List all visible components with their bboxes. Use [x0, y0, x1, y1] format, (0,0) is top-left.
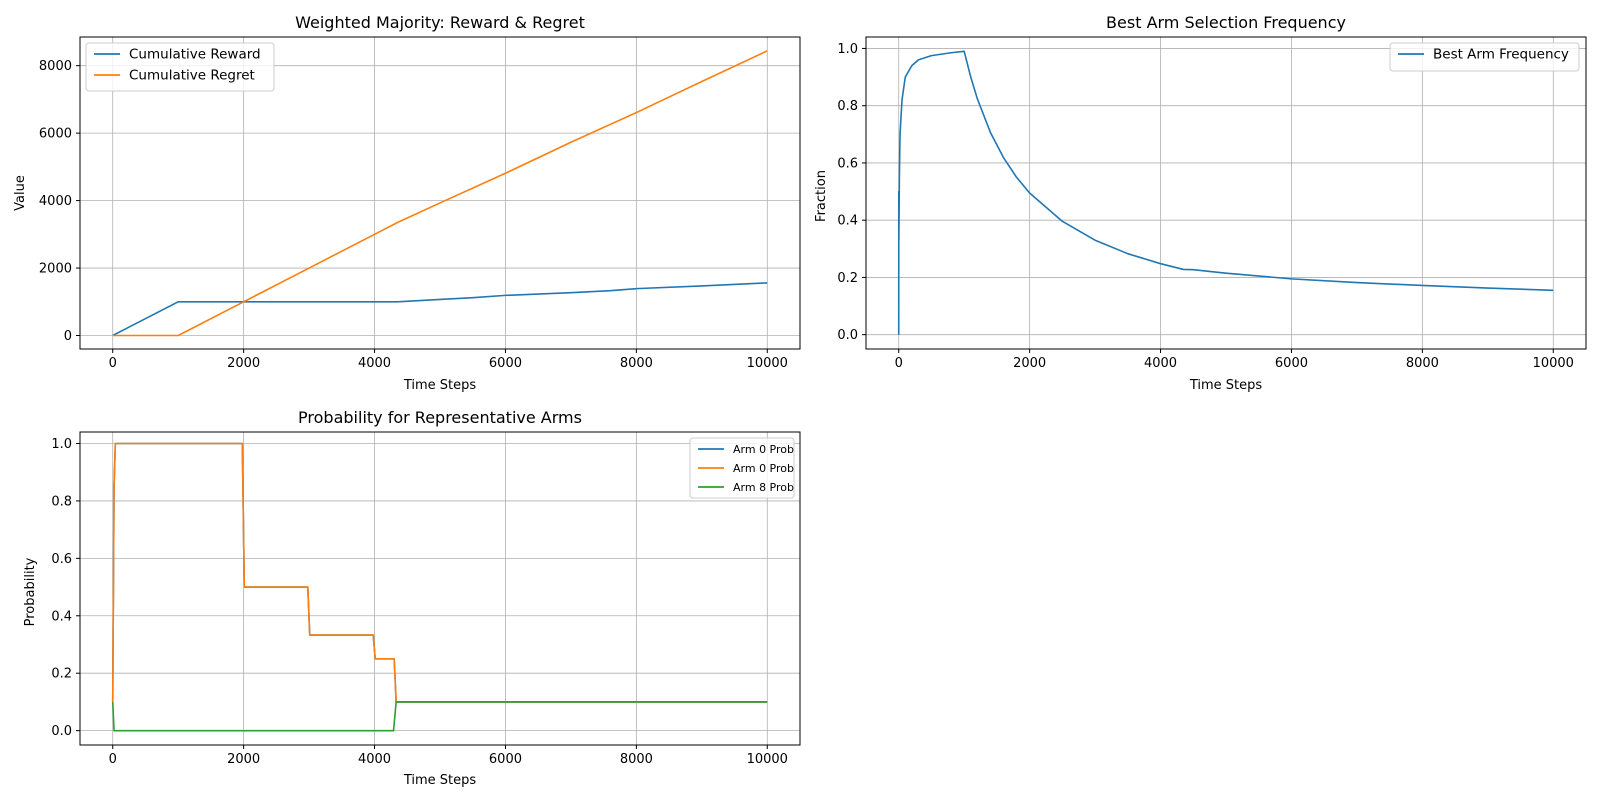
x-tick-label: 2000	[1013, 356, 1046, 371]
y-tick-label: 0.4	[51, 609, 72, 624]
y-tick-label: 0.8	[837, 99, 858, 114]
x-axis-label: Time Steps	[403, 773, 477, 788]
legend-box	[689, 437, 795, 499]
chart-title: Best Arm Selection Frequency	[1106, 13, 1346, 32]
y-tick-label: 6000	[39, 127, 72, 142]
series-line-0	[112, 282, 768, 337]
x-axis-label: Time Steps	[403, 378, 477, 393]
series-line-1	[111, 442, 768, 703]
x-tick-label: 2000	[227, 752, 260, 767]
y-tick-label: 0.2	[51, 667, 72, 682]
x-tick-label: 8000	[1406, 356, 1439, 371]
y-tick-label: 4000	[39, 194, 72, 209]
y-axis-label: Probability	[23, 557, 38, 626]
ticks: 0 2000 4000 6000 8000 10000 0.0 0.2 0.4 0.6 0.8 1.0	[51, 437, 788, 767]
gridlines	[866, 37, 1586, 349]
series-line-0	[897, 50, 1554, 335]
y-tick-label: 0.8	[51, 494, 72, 509]
y-tick-label: 0	[64, 329, 72, 344]
legend: Cumulative Reward Cumulative Regret	[85, 42, 275, 92]
legend: Best Arm Frequency	[1389, 42, 1580, 72]
legend-label: Arm 8 Prob	[733, 481, 794, 494]
axes-frame	[865, 36, 1587, 350]
legend: Arm 0 Prob Arm 0 Prob Arm 8 Prob	[689, 437, 795, 499]
chart-title: Weighted Majority: Reward & Regret	[295, 13, 585, 32]
y-tick-label: 0.2	[837, 271, 858, 286]
x-tick-label: 4000	[1144, 356, 1177, 371]
x-tick-label: 10000	[1533, 356, 1574, 371]
axes-frame	[79, 431, 801, 746]
y-tick-label: 0.0	[837, 328, 858, 343]
legend-label: Arm 0 Prob	[733, 462, 794, 475]
y-axis-label: Fraction	[814, 170, 829, 222]
ticks: 0 2000 4000 6000 8000 10000 0.0 0.2 0.4 0.6 0.8 1.0	[837, 42, 1574, 371]
x-tick-label: 10000	[747, 356, 788, 371]
x-tick-label: 0	[895, 356, 903, 371]
ticks: 0 2000 4000 6000 8000 10000 0 2000 4000 6000 8000	[39, 59, 788, 371]
x-tick-label: 4000	[358, 752, 391, 767]
y-tick-label: 8000	[39, 59, 72, 74]
legend-label: Cumulative Reward	[129, 47, 261, 63]
legend-label: Best Arm Frequency	[1433, 47, 1569, 63]
x-tick-label: 10000	[747, 752, 788, 767]
legend-label: Arm 0 Prob	[733, 443, 794, 456]
y-axis-label: Value	[13, 175, 28, 211]
x-tick-label: 8000	[620, 752, 653, 767]
series-layer	[111, 442, 768, 732]
series-layer	[112, 50, 768, 337]
chart-title: Probability for Representative Arms	[298, 408, 582, 427]
y-tick-label: 0.0	[51, 724, 72, 739]
x-tick-label: 2000	[227, 356, 260, 371]
series-layer	[897, 50, 1554, 335]
y-tick-label: 1.0	[51, 437, 72, 452]
legend-label: Cumulative Regret	[129, 68, 255, 84]
series-line-1	[112, 50, 768, 337]
y-tick-label: 1.0	[837, 42, 858, 57]
legend-box	[85, 42, 275, 92]
x-tick-label: 6000	[489, 752, 522, 767]
series-line-0	[111, 442, 768, 703]
legend-box	[1389, 42, 1580, 72]
y-tick-label: 2000	[39, 262, 72, 277]
x-tick-label: 6000	[1275, 356, 1308, 371]
y-tick-label: 0.6	[51, 552, 72, 567]
chart-best-arm-frequency: 0 2000 4000 6000 8000 10000 0.0 0.2 0.4 0.6 0.8 1.0…	[814, 13, 1587, 393]
y-tick-label: 0.6	[837, 156, 858, 171]
x-tick-label: 8000	[620, 356, 653, 371]
x-axis-label: Time Steps	[1189, 378, 1263, 393]
x-tick-label: 4000	[358, 356, 391, 371]
chart-reward-regret: 0 2000 4000 6000 8000 1000002000400060008000 …	[13, 13, 801, 393]
x-tick-label: 0	[109, 356, 117, 371]
axes-frame	[79, 36, 801, 350]
y-tick-label: 0.4	[837, 214, 858, 229]
x-tick-label: 0	[109, 752, 117, 767]
chart-arm-probabilities: 0 2000 4000 6000 8000 10000 0.0 0.2 0.4 0.6 0.8 1.0…	[23, 408, 801, 788]
series-line-2	[111, 701, 768, 732]
x-tick-label: 6000	[489, 356, 522, 371]
